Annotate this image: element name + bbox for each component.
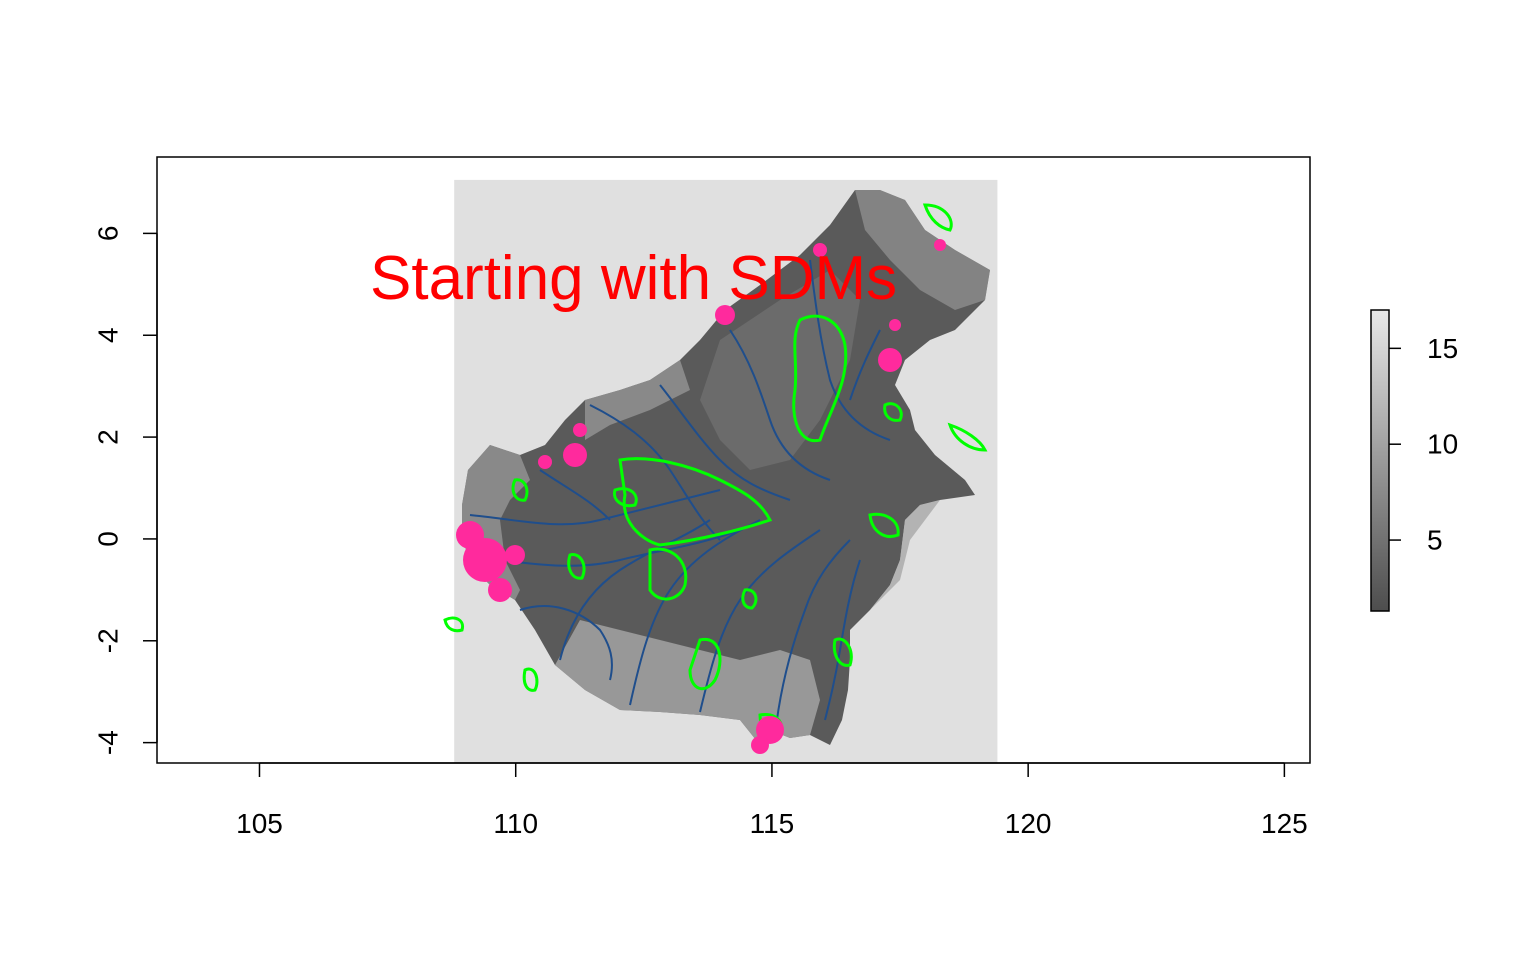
x-tick-label: 125 [1261,808,1308,839]
protected-area [618,457,773,547]
annotation-text: Starting with SDMs [370,244,897,313]
river [559,519,711,661]
coastal-lowland [855,190,990,310]
x-tick-label: 115 [750,808,795,839]
protected-area [832,637,853,667]
colorbar-tick-label: 5 [1427,525,1443,556]
colorbar-tick-label: 10 [1427,429,1458,460]
x-tick-label: 105 [236,808,283,839]
river [539,469,611,521]
river [659,384,791,501]
x-tick-label: 120 [1005,808,1052,839]
river [824,559,861,721]
river [849,329,881,401]
occurrence-cluster [573,423,587,437]
river [469,489,721,526]
y-tick-label: 2 [93,429,124,445]
protected-areas-layer [443,203,988,735]
protected-area [567,553,586,580]
occurrence-cluster [813,243,827,257]
river [774,539,851,736]
protected-area [443,616,465,633]
occurrence-cluster [488,578,512,602]
rivers-layer [469,259,891,736]
coastal-lowland [870,500,940,610]
protected-area [792,314,848,443]
colorbar-tick-label: 15 [1427,333,1458,364]
protected-area [868,512,900,538]
coastal-lowland [555,620,820,745]
occurrence-cluster [456,521,484,549]
occurrence-points-layer [456,239,946,754]
occurrence-cluster [505,545,525,565]
protected-area [511,478,529,502]
occurrence-cluster [715,305,735,325]
river [809,259,891,441]
colorbar-gradient [1370,309,1390,612]
river [699,529,821,713]
occurrence-cluster [751,736,769,754]
x-tick-label: 110 [493,808,538,839]
occurrence-cluster [889,319,901,331]
highland [700,270,860,470]
occurrence-cluster [538,455,552,469]
coastal-lowland [585,360,690,440]
protected-area [922,203,953,232]
colorbar-legend: 5 10 15 [1370,309,1458,612]
protected-area [947,422,988,452]
protected-area [883,402,903,422]
protected-area [648,547,688,601]
occurrence-cluster [934,239,946,251]
occurrence-cluster [463,538,507,582]
river [499,529,741,567]
protected-area [741,588,758,610]
river [519,605,613,681]
river [589,404,721,541]
y-tick-label: 4 [93,327,124,343]
river [629,519,761,706]
borneo-landmass [462,190,990,745]
y-tick-label: 6 [93,226,124,242]
y-tick-label: -2 [93,628,124,653]
y-tick-label: -4 [93,730,124,755]
x-axis: 105 110 115 120 125 [236,762,1308,839]
protected-area [688,637,722,691]
y-axis: -4 -2 0 2 4 6 [93,226,158,755]
protected-area [612,487,638,508]
river [729,329,831,481]
y-tick-label: 0 [93,531,124,547]
occurrence-cluster [878,348,902,372]
protected-area [522,667,539,692]
occurrence-cluster [563,443,587,467]
